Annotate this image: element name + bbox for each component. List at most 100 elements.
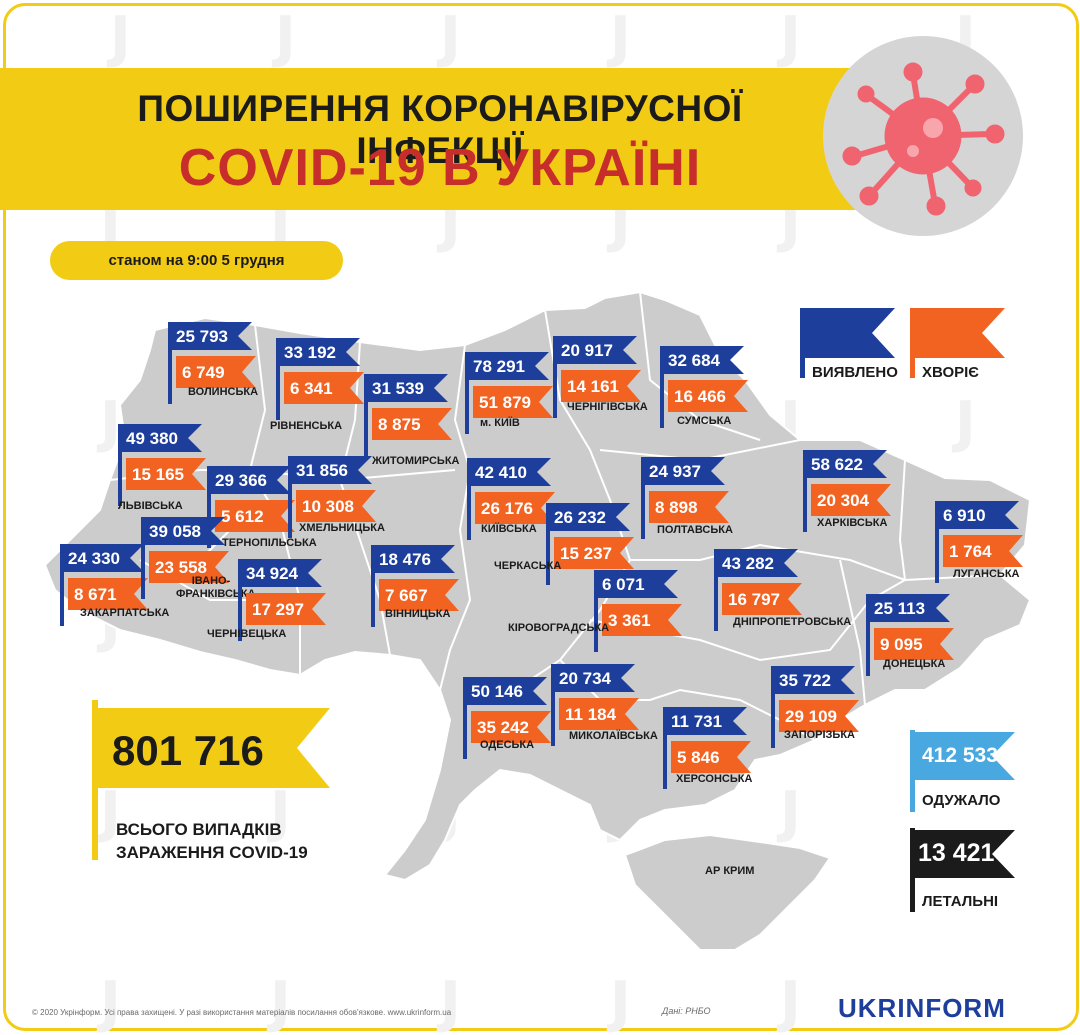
watermark-icon: J (100, 390, 121, 455)
watermark-icon: J (610, 970, 631, 1035)
deaths-value: 13 421 (918, 839, 995, 867)
region-name-label: ЧЕРНІВЕЦЬКА (207, 628, 287, 640)
region-flag-icon (463, 677, 551, 759)
region-flag-icon (238, 559, 326, 641)
region-name-label: МИКОЛАЇВСЬКА (569, 730, 658, 742)
ukrinform-logo[interactable]: UKRINFORM (838, 993, 1006, 1023)
region-flag-icon (714, 549, 802, 631)
copyright-notice: © 2020 Укрінформ. Усі права захищені. У … (32, 1008, 452, 1017)
region-sick-value: 8 875 (378, 415, 421, 434)
region-detected-value: 32 684 (668, 351, 720, 370)
region-flag-icon (207, 466, 295, 548)
region-flag-icon (141, 517, 229, 599)
region-detected-value: 25 793 (176, 327, 228, 346)
region-flag-icon (594, 570, 682, 652)
region-flag-icon (364, 374, 452, 456)
region-detected-value: 49 380 (126, 429, 178, 448)
region-name-label: ЗАКАРПАТСЬКА (80, 607, 170, 619)
title-banner (0, 68, 860, 210)
date-label: станом на 9:00 5 грудня (50, 241, 343, 280)
region-sick-value: 16 466 (674, 387, 726, 406)
legend-detected-label: ВИЯВЛЕНО (812, 364, 898, 381)
legend-sick-label: ХВОРІЄ (922, 364, 979, 381)
page-title: ПОШИРЕННЯ КОРОНАВІРУСНОЇ ІНФЕКЦІЇ (137, 88, 743, 171)
region-sick-value: 29 109 (785, 707, 837, 726)
region-name-label: ХЕРСОНСЬКА (676, 773, 753, 785)
region-flag-icon (60, 544, 148, 626)
region-detected-value: 58 622 (811, 455, 863, 474)
watermark-icon: J (440, 5, 461, 70)
region-name-label: КИЇВСЬКА (481, 523, 537, 535)
watermark-icon: J (100, 970, 121, 1035)
region-flag-icon (771, 666, 859, 748)
watermark-icon: J (100, 780, 121, 845)
region-detected-value: 31 856 (296, 461, 348, 480)
region-name-label: ТЕРНОПІЛЬСЬКА (222, 537, 317, 549)
watermark-icon: J (780, 780, 801, 845)
region-detected-value: 20 917 (561, 341, 613, 360)
virus-icon (842, 62, 1005, 216)
deaths-label: ЛЕТАЛЬНІ (922, 893, 999, 910)
region-name-label: ПОЛТАВСЬКА (657, 524, 733, 536)
region-detected-value: 43 282 (722, 554, 774, 573)
region-sick-value: 6 341 (290, 379, 333, 398)
region-sick-value: 5 846 (677, 748, 720, 767)
region-flag-icon (553, 336, 641, 418)
region-sick-value: 26 176 (481, 499, 533, 518)
region-flag-icon (641, 457, 729, 539)
page-subtitle: COVID-19 В УКРАЇНІ (178, 139, 702, 197)
region-sick-value: 17 297 (252, 600, 304, 619)
region-sick-value: 7 667 (385, 586, 428, 605)
crimea (623, 833, 832, 951)
region-detected-value: 24 330 (68, 549, 120, 568)
region-name-label: ІВАНО-ФРАНКІВСЬКА (176, 575, 256, 600)
region-sick-value: 15 237 (560, 544, 612, 563)
crimea-label: АР КРИМ (705, 865, 755, 877)
region-sick-value: 16 797 (728, 590, 780, 609)
region-name-label: ДОНЕЦЬКА (883, 658, 946, 670)
region-name-label: ЛУГАНСЬКА (953, 568, 1020, 580)
recovered-label: ОДУЖАЛО (922, 792, 1001, 809)
region-flag-icon (866, 594, 954, 676)
region-detected-value: 26 232 (554, 508, 606, 527)
total-cases-value: 801 716 (112, 727, 264, 774)
region-name-label: ЧЕРНІГІВСЬКА (567, 401, 648, 413)
region-sick-value: 9 095 (880, 635, 923, 654)
region-flag-icon (663, 707, 751, 789)
region-name-label: ВОЛИНСЬКА (188, 386, 259, 398)
region-sick-value: 11 184 (565, 705, 617, 724)
region-detected-value: 20 734 (559, 669, 611, 688)
region-detected-value: 50 146 (471, 682, 523, 701)
recovered-value: 412 533 (922, 744, 998, 767)
region-flag-icon (551, 664, 639, 746)
region-sick-value: 6 749 (182, 363, 225, 382)
region-detected-value: 6 910 (943, 506, 986, 525)
region-sick-value: 51 879 (479, 393, 531, 412)
region-detected-value: 39 058 (149, 522, 201, 541)
region-sick-value: 1 764 (949, 542, 992, 561)
region-name-label: ЧЕРКАСЬКА (494, 560, 562, 572)
region-flag-icon (371, 545, 459, 627)
ukraine-mainland (43, 290, 1032, 882)
region-detected-value: 78 291 (473, 357, 525, 376)
region-detected-value: 6 071 (602, 575, 645, 594)
region-sick-value: 15 165 (132, 465, 184, 484)
region-flag-icon (546, 503, 634, 585)
region-name-label: КІРОВОГРАДСЬКА (508, 622, 610, 634)
region-name-label: ХМЕЛЬНИЦЬКА (299, 522, 385, 534)
region-name-label: СУМСЬКА (677, 415, 732, 427)
region-name-label: РІВНЕНСЬКА (270, 420, 343, 432)
region-detected-value: 11 731 (671, 712, 723, 731)
region-detected-value: 18 476 (379, 550, 431, 569)
region-detected-value: 31 539 (372, 379, 424, 398)
watermark-icon: J (275, 5, 296, 70)
region-name-label: ОДЕСЬКА (480, 739, 535, 751)
region-flag-icon (467, 458, 555, 540)
watermark-icon: J (780, 970, 801, 1035)
region-detected-value: 35 722 (779, 671, 831, 690)
region-sick-value: 3 361 (608, 611, 651, 630)
region-flag-icon (118, 424, 206, 506)
legend-detected-flag-icon (800, 308, 895, 378)
region-flag-icon (803, 450, 891, 532)
